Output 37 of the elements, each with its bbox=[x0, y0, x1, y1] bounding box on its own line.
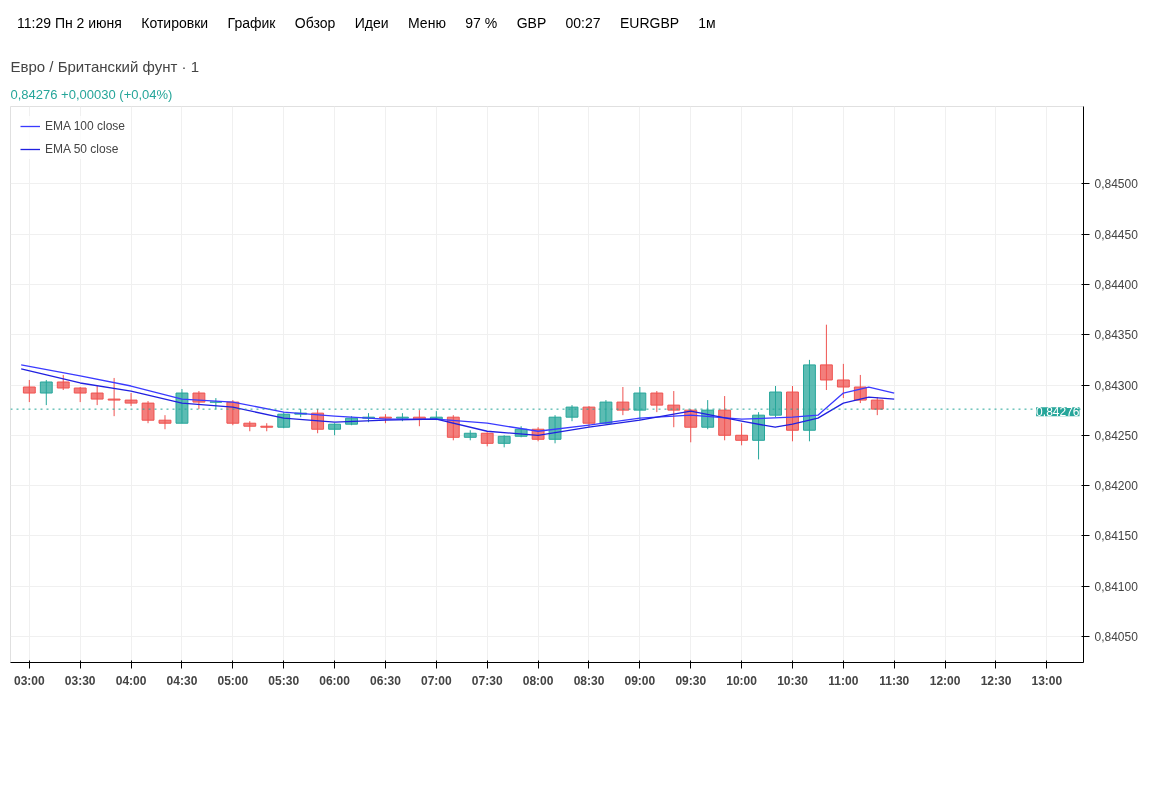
ref-line-label: 0,84276 bbox=[1036, 405, 1080, 420]
x-tick-label: 10:00 bbox=[726, 673, 758, 688]
x-tick-label: 10:30 bbox=[777, 673, 809, 688]
x-tick-label: 13:00 bbox=[1031, 673, 1063, 688]
x-tick-label: 12:30 bbox=[980, 673, 1012, 688]
x-tick-label: 03:00 bbox=[13, 673, 45, 688]
y-tick-label: 0,84300 bbox=[1094, 378, 1139, 393]
x-tick-label: 08:00 bbox=[522, 673, 554, 688]
x-tick-label: 04:00 bbox=[115, 673, 147, 688]
x-tick-label: 04:30 bbox=[166, 673, 198, 688]
chart-title: Евро / Британский фунт · 1 bbox=[10, 57, 200, 75]
x-tick-label: 08:30 bbox=[573, 673, 605, 688]
y-tick-label: 0,84500 bbox=[1094, 177, 1139, 192]
x-tick-label: 12:00 bbox=[929, 673, 961, 688]
x-tick-label: 09:30 bbox=[675, 673, 707, 688]
y-tick-label: 0,84250 bbox=[1094, 428, 1139, 443]
x-tick-label: 09:00 bbox=[624, 673, 656, 688]
x-tick-label: 11:30 bbox=[879, 673, 910, 688]
legend-label: EMA 50 close bbox=[45, 142, 119, 156]
text: 11:29 Пн 2 июня Котировки График Обзор Идеи Меню 97 % GBP 00:27 EURGBP 1м bbox=[17, 15, 716, 31]
x-tick-label: 11:00 bbox=[828, 673, 859, 688]
legend-label: EMA 100 close bbox=[45, 119, 126, 133]
x-tick-label: 03:30 bbox=[64, 673, 96, 688]
y-tick-label: 0,84350 bbox=[1094, 328, 1139, 343]
y-tick-label: 0,84450 bbox=[1094, 227, 1139, 242]
x-tick-label: 06:00 bbox=[319, 673, 351, 688]
y-tick-label: 0,84150 bbox=[1094, 529, 1139, 544]
x-tick-label: 06:30 bbox=[370, 673, 402, 688]
y-tick-label: 0,84100 bbox=[1094, 579, 1139, 594]
x-tick-label: 07:30 bbox=[471, 673, 503, 688]
y-tick-label: 0,84400 bbox=[1094, 277, 1139, 292]
y-tick-label: 0,84200 bbox=[1094, 479, 1139, 494]
x-tick-label: 07:00 bbox=[421, 673, 453, 688]
chart-subtitle: 0,84276 +0,00030 (+0,04%) bbox=[10, 86, 173, 102]
x-tick-label: 05:00 bbox=[217, 673, 249, 688]
y-tick-label: 0,84050 bbox=[1094, 629, 1139, 644]
x-tick-label: 05:30 bbox=[268, 673, 300, 688]
